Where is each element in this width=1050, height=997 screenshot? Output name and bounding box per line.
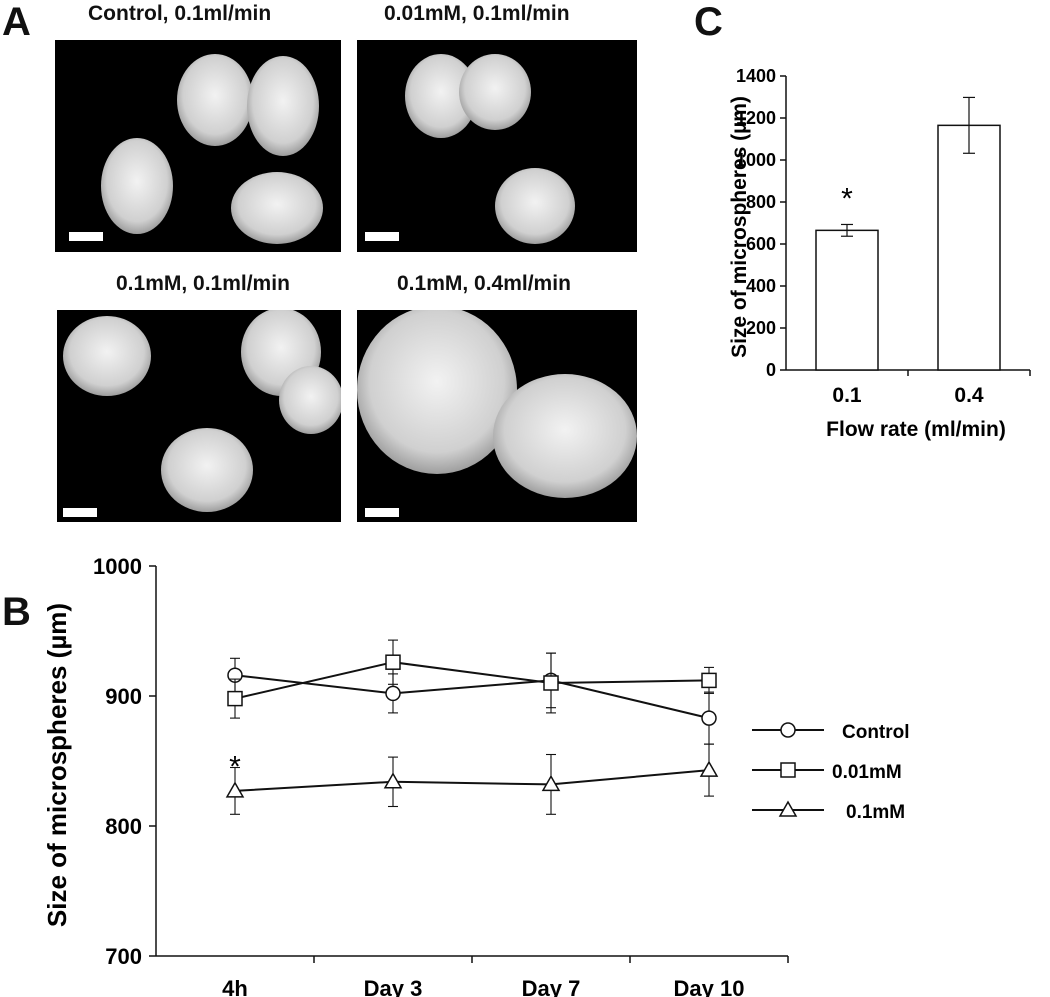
data-point-triangle <box>541 774 561 792</box>
image-caption-control: Control, 0.1ml/min <box>88 2 272 25</box>
x-tick-label: 4h <box>222 976 248 997</box>
y-tick-label: 1400 <box>736 66 776 86</box>
data-point-triangle <box>225 781 245 798</box>
microsphere <box>161 428 253 512</box>
y-tick-label: 800 <box>746 192 776 212</box>
data-point-square <box>543 675 559 691</box>
legend-label: 0.1mM <box>846 802 905 823</box>
scale-bar <box>69 232 103 241</box>
series-line-Control <box>234 674 710 720</box>
y-tick-label: 1200 <box>736 108 776 128</box>
y-tick-label: 1000 <box>93 554 142 579</box>
y-tick-label: 200 <box>746 318 776 338</box>
legend-marker-square <box>780 762 796 778</box>
data-point-square <box>385 654 401 670</box>
y-tick-label: 400 <box>746 276 776 296</box>
y-tick-label: 1000 <box>736 150 776 170</box>
microsphere <box>279 366 341 434</box>
line-chart-size-over-time: 700 800 900 1000 4h Day 3 Day 7 Day 10 Control 0.… <box>42 554 910 997</box>
y-tick-label: 700 <box>105 944 142 969</box>
scale-bar <box>365 508 399 517</box>
microsphere <box>177 54 253 146</box>
scale-bar <box>365 232 399 241</box>
micrograph-control <box>55 40 341 252</box>
data-point-triangle <box>699 760 719 777</box>
scale-bar <box>63 508 97 517</box>
legend-label: Control <box>842 722 910 743</box>
bar <box>937 124 1001 371</box>
panel-label-c: C <box>694 0 723 44</box>
bar <box>815 229 879 371</box>
image-caption-0-01mm: 0.01mM, 0.1ml/min <box>384 2 570 25</box>
y-axis-title: Size of microspheres (µm) <box>728 96 751 358</box>
y-tick-label: 600 <box>746 234 776 254</box>
data-point-square <box>227 690 243 707</box>
data-point-triangle <box>383 772 403 789</box>
microsphere <box>101 138 173 234</box>
y-axis-title: Size of microspheres (µm) <box>42 603 72 927</box>
series-line-0.01mM <box>234 661 710 700</box>
y-tick-label: 900 <box>105 684 142 709</box>
x-tick-label: Day 10 <box>674 976 745 997</box>
microsphere <box>63 316 151 396</box>
significance-asterisk: * <box>841 183 853 216</box>
micrograph-0-01mm <box>357 40 637 252</box>
x-tick-label: Day 3 <box>364 976 423 997</box>
y-tick-label: 0 <box>766 360 776 380</box>
micrograph-0-1mm-slow <box>57 310 341 522</box>
panel-label-b: B <box>2 590 31 634</box>
data-point-square <box>701 672 717 689</box>
legend-marker-triangle <box>778 800 798 817</box>
micrograph-0-1mm-fast <box>357 310 637 522</box>
microsphere <box>495 168 575 244</box>
significance-asterisk: * <box>229 751 241 784</box>
image-caption-0-1mm-fast: 0.1mM, 0.4ml/min <box>397 272 571 295</box>
series-line-0.1mM <box>234 769 710 792</box>
x-tick-label: Day 7 <box>522 976 581 997</box>
panel-label-a: A <box>2 0 31 44</box>
microsphere <box>405 54 477 138</box>
y-tick-label: 800 <box>105 814 142 839</box>
microsphere <box>247 56 319 156</box>
image-caption-0-1mm-slow: 0.1mM, 0.1ml/min <box>116 272 290 295</box>
microsphere <box>357 310 517 474</box>
x-axis-title: Flow rate (ml/min) <box>826 418 1006 441</box>
x-tick-label: 0.4 <box>954 384 984 407</box>
x-tick-label: 0.1 <box>832 384 862 407</box>
data-point-circle <box>701 710 717 726</box>
data-point-circle <box>385 685 401 702</box>
microsphere <box>493 374 637 498</box>
microsphere <box>231 172 323 244</box>
legend-label: 0.01mM <box>832 762 902 783</box>
bar-chart-flow-rate: 0 200 400 600 800 1000 1200 1400 0.1 0.4 * Flow rat… <box>728 66 1031 441</box>
legend-marker-circle <box>780 722 796 738</box>
microsphere <box>459 54 531 130</box>
